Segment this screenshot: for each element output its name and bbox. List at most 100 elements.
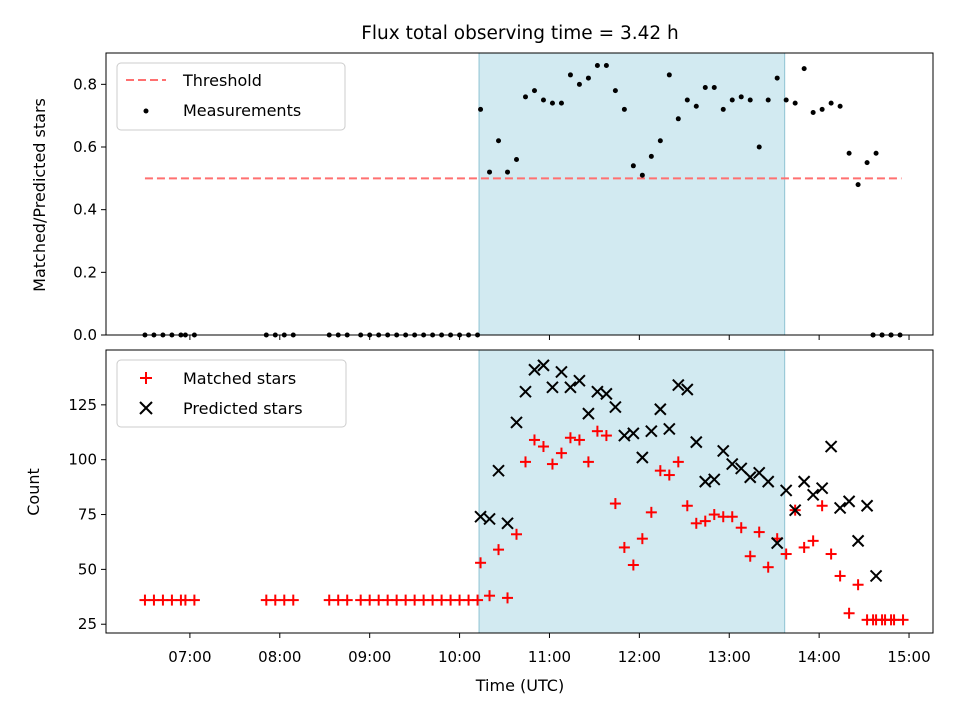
x-tick-label: 15:00 — [887, 648, 930, 666]
matched-stars-point — [627, 559, 639, 571]
matched-stars-point — [852, 579, 864, 591]
y-tick-label: 25 — [78, 615, 97, 633]
legend-matched-label: Matched stars — [183, 369, 296, 388]
predicted-stars-point — [510, 416, 523, 429]
predicted-stars-point — [627, 427, 640, 440]
y-tick-label: 125 — [68, 396, 97, 414]
ratio-panel: 0.0 0.2 0.4 0.6 0.8 Flux total observing tim… — [30, 23, 934, 344]
matched-stars-point — [885, 614, 897, 626]
predicted-stars-point — [474, 510, 487, 523]
predicted-stars-point — [483, 512, 496, 526]
predicted-stars-point — [501, 517, 514, 530]
predicted-stars-point — [600, 387, 613, 401]
matched-stars-point — [735, 522, 747, 534]
measurement-point — [828, 100, 834, 106]
predicted-stars-point — [609, 400, 622, 414]
legend-predicted-swatch — [139, 401, 153, 415]
measurement-point — [639, 172, 645, 178]
predicted-stars-point — [582, 407, 595, 420]
measurement-point — [747, 97, 753, 103]
matched-stars-point — [654, 465, 666, 477]
matched-stars-point — [798, 541, 810, 553]
measurement-point — [756, 144, 762, 150]
measurement-point — [855, 182, 861, 188]
predicted-stars-point — [788, 503, 802, 517]
matched-stars-point — [636, 533, 648, 545]
matched-stars-point — [472, 594, 484, 606]
matched-stars-point — [555, 447, 567, 459]
x-tick-label: 10:00 — [438, 648, 481, 666]
legend-measurements-label: Measurements — [183, 101, 301, 120]
predicted-stars-point — [555, 365, 568, 379]
measurement-point — [487, 169, 493, 175]
x-tick-label: 14:00 — [798, 648, 841, 666]
measurement-point — [711, 84, 717, 90]
matched-stars-point — [834, 570, 846, 582]
matched-stars-point — [726, 511, 738, 523]
measurement-point — [864, 160, 870, 166]
measurement-point — [594, 63, 600, 69]
predicted-stars-point — [492, 464, 505, 477]
predicted-stars-point — [591, 385, 604, 398]
matched-stars-point — [780, 548, 792, 560]
measurement-point — [478, 106, 484, 112]
measurement-point — [801, 66, 807, 72]
chart-title: Flux total observing time = 3.42 h — [361, 23, 679, 44]
measurement-point — [666, 72, 672, 78]
measurement-point — [783, 97, 789, 103]
x-tick-label: 13:00 — [708, 648, 751, 666]
predicted-stars-point — [708, 473, 721, 486]
y-tick-label: 0.6 — [73, 138, 97, 156]
predicted-stars-point — [654, 403, 667, 416]
predicted-stars-point — [546, 381, 559, 394]
measurement-point — [514, 157, 520, 163]
measurement-point — [621, 106, 627, 112]
measurement-point — [603, 63, 609, 69]
measurement-point — [738, 94, 744, 100]
measurement-point — [612, 88, 618, 94]
measurement-point — [576, 81, 582, 87]
matched-stars-point — [897, 614, 909, 626]
matched-stars-point — [493, 544, 505, 556]
measurement-point — [693, 103, 699, 109]
y-tick-label: 0.8 — [73, 75, 97, 93]
matched-stars-point — [188, 594, 200, 606]
ratio-legend: Threshold Measurements — [116, 62, 346, 131]
count-x-ticks: 07:00 08:00 09:00 10:00 11:00 12:00 13:00 14:00… — [168, 633, 931, 666]
predicted-stars-point — [779, 484, 793, 497]
x-tick-label: 07:00 — [168, 648, 211, 666]
predicted-stars-point — [824, 440, 838, 453]
legend-threshold-label: Threshold — [182, 71, 262, 90]
matched-stars-point — [600, 430, 612, 442]
measurement-point — [873, 150, 879, 156]
matched-stars-point — [807, 535, 819, 547]
predicted-stars-point — [797, 475, 811, 488]
y-tick-label: 100 — [68, 451, 97, 469]
matched-stars-point — [816, 500, 828, 512]
matched-stars-point — [681, 500, 693, 512]
predicted-stars-point — [851, 534, 865, 548]
measurement-point — [567, 72, 573, 78]
predicted-stars-point — [761, 475, 775, 488]
measurement-point — [630, 163, 636, 169]
predicted-stars-point — [645, 424, 658, 438]
count-y-axis-label: Count — [24, 468, 43, 516]
predicted-stars-point — [564, 381, 577, 394]
legend-matched-swatch — [140, 372, 152, 384]
y-tick-label: 0.0 — [73, 326, 97, 344]
matched-stars-point — [537, 441, 549, 453]
measurement-point — [496, 138, 502, 144]
measurement-point — [648, 153, 654, 159]
count-y-ticks: 25 50 75 100 125 — [68, 396, 106, 633]
matched-stars-point — [287, 594, 299, 606]
measurement-point — [702, 84, 708, 90]
matched-stars-point — [528, 434, 540, 446]
matched-stars-point — [546, 458, 558, 470]
matched-stars-point — [825, 548, 837, 560]
predicted-stars-point — [681, 383, 694, 396]
predicted-stars-point — [815, 482, 829, 495]
measurement-point — [729, 97, 735, 103]
predicted-stars-point — [573, 374, 586, 387]
measurement-point — [846, 150, 852, 156]
